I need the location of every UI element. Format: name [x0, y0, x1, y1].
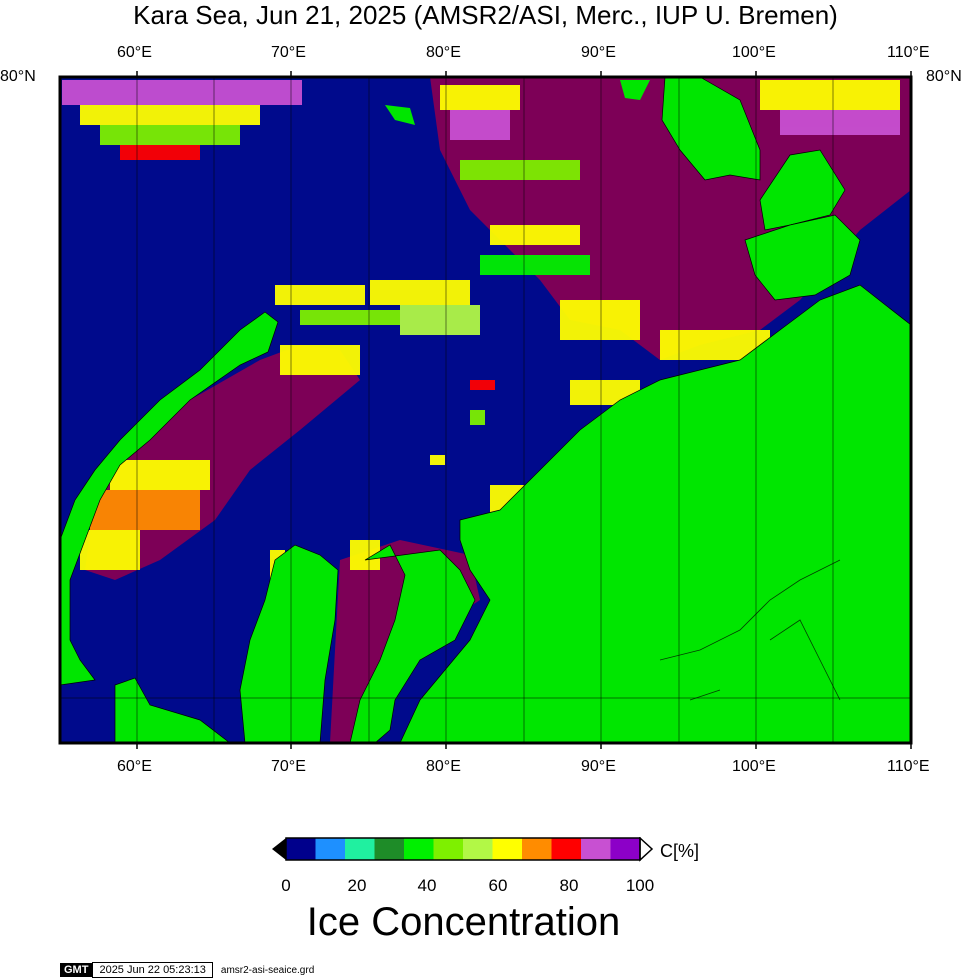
lon-label-bottom: 100°E	[732, 758, 776, 775]
colorbar-cell	[610, 838, 641, 860]
colorbar-cell	[463, 838, 493, 860]
colorbar-tick: 0	[281, 876, 291, 895]
land-yamal	[239, 544, 339, 743]
colorbar-cell	[286, 838, 316, 860]
colorbar-low-arrow	[272, 838, 286, 860]
lon-label-top: 110°E	[887, 44, 930, 61]
land-severnaya-zemlya-south	[759, 149, 846, 231]
colorbar-title: Ice Concentration	[306, 900, 621, 944]
land-severnaya-zemlya	[661, 77, 761, 181]
gmt-logo: GMT	[60, 963, 93, 977]
lon-label-bottom: 90°E	[581, 758, 616, 775]
colorbar-unit: C[%]	[660, 841, 700, 861]
colorbar-cell	[581, 838, 611, 860]
land-bolshevik-island	[744, 214, 861, 301]
lon-label-top: 80°E	[426, 44, 461, 61]
lon-label-top: 90°E	[581, 44, 616, 61]
lat-label-left: 80°N	[0, 68, 36, 85]
lon-label-bottom: 110°E	[887, 758, 930, 775]
colorbar-tick: 80	[559, 876, 579, 895]
colorbar-cell	[404, 838, 434, 860]
lon-label-top: 100°E	[732, 44, 776, 61]
land-novaya-zemlya	[60, 311, 279, 686]
lon-label-top: 60°E	[117, 44, 152, 61]
colorbar-cell	[551, 838, 582, 860]
lon-label-bottom: 60°E	[117, 758, 152, 775]
river-lines	[659, 559, 841, 701]
grid-filename: amsr2-asi-seaice.grd	[220, 964, 315, 976]
colorbar-cell	[433, 838, 464, 860]
timestamp: 2025 Jun 22 05:23:13	[92, 962, 213, 978]
land-vaygach	[114, 677, 231, 743]
marginal-ice-zone	[62, 80, 900, 610]
land-gydan	[349, 544, 476, 743]
map-title: Kara Sea, Jun 21, 2025 (AMSR2/ASI, Merc.…	[133, 0, 838, 30]
kara-sea-ice-map	[58, 71, 913, 749]
colorbar-cell	[315, 838, 346, 860]
land-islet	[385, 105, 415, 125]
colorbar-tick: 40	[417, 876, 437, 895]
colorbar-tick: 100	[625, 876, 655, 895]
colorbar-border	[285, 837, 641, 861]
land-siberia	[399, 284, 911, 743]
lon-label-top: 70°E	[271, 44, 306, 61]
lon-label-bottom: 80°E	[426, 758, 461, 775]
colorbar-cell	[492, 838, 523, 860]
graticule	[60, 77, 911, 743]
lat-label-right: 80°N	[926, 68, 962, 85]
colorbar-tick: 20	[347, 876, 367, 895]
map-frame	[58, 75, 913, 745]
colorbar	[272, 837, 654, 862]
lon-label-bottom: 70°E	[271, 758, 306, 775]
colorbar-cell	[345, 838, 375, 860]
colorbar-high-arrow	[639, 837, 654, 862]
footer: GMT 2025 Jun 22 05:23:13 amsr2-asi-seaic…	[60, 962, 314, 978]
colorbar-tick: 60	[488, 876, 508, 895]
land-islet-2	[620, 80, 650, 100]
colorbar-cell	[522, 838, 552, 860]
tick-marks	[136, 71, 912, 749]
colorbar-cell	[374, 838, 405, 860]
